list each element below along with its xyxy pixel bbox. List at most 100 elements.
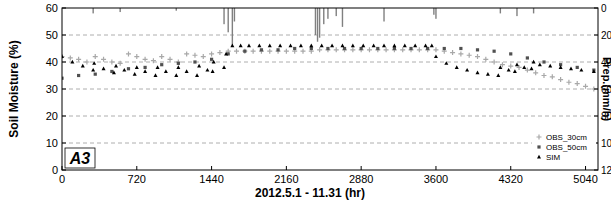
point	[192, 53, 197, 58]
point	[430, 44, 434, 48]
point	[101, 57, 106, 62]
point	[109, 60, 114, 65]
grid-line	[62, 62, 598, 63]
point	[515, 63, 519, 67]
precip-bar	[323, 8, 324, 24]
point	[242, 49, 247, 54]
point	[566, 80, 571, 85]
point	[576, 66, 579, 69]
point	[185, 69, 189, 73]
point	[409, 47, 412, 50]
x-tick-label: 720	[128, 173, 146, 185]
point	[257, 44, 261, 48]
point	[592, 69, 596, 73]
point	[135, 65, 139, 69]
point	[392, 44, 396, 48]
point	[530, 67, 534, 71]
chart: 0720144021602880360043205040010203040506…	[0, 0, 611, 220]
point	[433, 47, 438, 52]
point	[443, 47, 446, 50]
x-tick-label: 3600	[424, 173, 448, 185]
precip-bar	[516, 8, 517, 16]
point	[94, 73, 97, 76]
point	[583, 84, 588, 89]
point	[342, 47, 347, 52]
point	[508, 64, 513, 69]
point	[548, 64, 552, 68]
point	[134, 54, 139, 59]
point	[403, 44, 407, 48]
precip-bar	[500, 8, 501, 13]
y-tick-label: 60	[46, 2, 58, 14]
point	[360, 47, 363, 50]
grid-line	[62, 116, 598, 117]
point	[533, 70, 538, 75]
y-tick	[62, 116, 66, 117]
y-tick	[62, 170, 66, 171]
point	[486, 72, 490, 76]
plot-frame	[62, 8, 598, 170]
y2-tick-label: 0	[601, 3, 607, 14]
plot-data	[62, 8, 596, 92]
y2-tick	[594, 35, 598, 36]
x-tick	[361, 166, 362, 170]
point	[164, 69, 168, 73]
point	[289, 44, 293, 48]
point	[234, 49, 239, 54]
x-tick	[286, 166, 287, 170]
y2-tick-label: 20	[601, 30, 611, 41]
y2-tick-label: 120	[601, 165, 611, 176]
point	[118, 61, 123, 66]
y2-axis-label: Prep.(mm/h)	[601, 57, 611, 122]
point	[475, 54, 480, 59]
point	[278, 44, 282, 48]
point	[496, 73, 500, 77]
point	[156, 65, 160, 69]
point	[144, 66, 147, 69]
x-axis-label: 2012.5.1 - 11.31 (hr)	[255, 186, 365, 200]
point	[372, 44, 376, 48]
point	[127, 67, 130, 70]
point	[114, 64, 118, 68]
y-tick	[62, 62, 66, 63]
point	[201, 54, 206, 59]
point	[260, 48, 263, 51]
point	[293, 47, 296, 50]
point	[541, 73, 546, 78]
point	[205, 68, 209, 72]
point	[84, 60, 89, 65]
point	[326, 47, 329, 50]
point	[211, 69, 215, 73]
point	[359, 47, 364, 52]
point	[168, 57, 173, 62]
x-tick-label: 2160	[274, 173, 298, 185]
legend-label: SIM	[546, 153, 561, 162]
point	[458, 51, 463, 56]
y2-tick	[594, 62, 598, 63]
point	[542, 60, 545, 63]
precip-bar	[92, 8, 93, 13]
legend-label: OBS_30cm	[546, 133, 587, 142]
point	[426, 47, 429, 50]
point	[559, 65, 563, 69]
point	[247, 44, 251, 48]
point	[143, 69, 147, 73]
point	[197, 64, 201, 68]
legend-marker	[537, 135, 542, 140]
point	[425, 47, 430, 52]
x-tick-label: 5040	[573, 173, 597, 185]
point	[350, 47, 355, 52]
legend-box	[532, 130, 596, 166]
y2-tick	[594, 170, 598, 171]
point	[459, 47, 462, 50]
point	[492, 60, 497, 65]
point	[575, 81, 580, 86]
point	[467, 53, 472, 58]
precip-bar	[342, 8, 343, 27]
y2-tick	[594, 116, 598, 117]
point	[276, 48, 279, 51]
point	[476, 48, 479, 51]
x-tick	[62, 166, 63, 170]
point	[493, 50, 496, 53]
point	[334, 47, 339, 52]
